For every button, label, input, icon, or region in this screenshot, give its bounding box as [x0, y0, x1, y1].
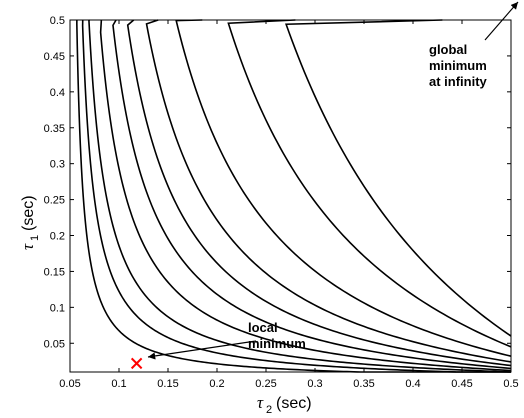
x-tick-label: 0.4 [405, 378, 420, 390]
y-axis-label-subscript: 1 [29, 235, 41, 241]
annotation-local-minimum: local minimum [248, 320, 306, 351]
annotation-arrows [147, 1, 519, 360]
x-axis-label-unit: (sec) [276, 395, 312, 412]
y-tick-label: 0.15 [44, 266, 65, 278]
contour-line [284, 19, 512, 337]
x-tick-label: 0.1 [111, 378, 126, 390]
contour-line [81, 19, 511, 373]
x-tick-label: 0.35 [353, 378, 374, 390]
x-axis-label-subscript: 2 [266, 404, 272, 416]
annotation-global-minimum: global minimum at infinity [429, 42, 488, 89]
y-tick-label: 0.05 [44, 338, 65, 350]
contour-line [76, 19, 511, 373]
x-axis-label-symbol: τ [257, 393, 264, 412]
y-tick-label: 0.25 [44, 195, 65, 207]
x-tick-label: 0.05 [59, 378, 80, 390]
y-axis-label: τ 1 (sec) [18, 195, 41, 250]
annotation-local-line-1: local [248, 320, 278, 335]
y-tick-label: 0.2 [50, 231, 65, 243]
contour-line [145, 19, 512, 363]
y-axis-label-symbol: τ [18, 243, 37, 250]
x-tick-label: 0.5 [503, 378, 518, 390]
plot-frame [69, 19, 512, 373]
local-minimum-marker [130, 357, 143, 370]
y-tick-label: 0.5 [50, 15, 65, 27]
contour-line [99, 19, 512, 372]
contour-line [88, 19, 512, 373]
contour-line [227, 19, 512, 348]
x-tick-label: 0.15 [157, 378, 178, 390]
annotation-global-line-3: at infinity [429, 74, 488, 89]
y-tick-label: 0.3 [50, 159, 65, 171]
y-tick-label: 0.45 [44, 51, 65, 63]
annotation-global-line-1: global [429, 42, 467, 57]
contour-line [112, 19, 512, 370]
annotation-local-line-2: minimum [248, 336, 306, 351]
x-axis-label: τ 2 (sec) [257, 393, 312, 416]
y-axis-label-unit: (sec) [20, 195, 37, 231]
y-tick-label: 0.1 [50, 302, 65, 314]
annotation-global-line-2: minimum [429, 58, 487, 73]
x-axis-ticks: 0.05 0.1 0.15 0.2 0.25 0.3 0.35 0.4 0.45 0.5 [59, 20, 519, 390]
arrow-local-minimum [147, 340, 257, 360]
x-tick-label: 0.25 [255, 378, 276, 390]
arrow-global-minimum [484, 1, 519, 41]
y-tick-label: 0.4 [50, 87, 65, 99]
contour-lines [76, 19, 512, 373]
x-marker-stroke [130, 357, 143, 370]
x-tick-label: 0.45 [451, 378, 472, 390]
y-tick-label: 0.35 [44, 123, 65, 135]
x-tick-label: 0.2 [209, 378, 224, 390]
y-axis-ticks: 0.05 0.1 0.15 0.2 0.25 0.3 0.35 0.4 0.45 0.5 [44, 15, 511, 350]
contour-line [126, 19, 512, 367]
x-tick-label: 0.3 [307, 378, 322, 390]
contour-line [175, 19, 512, 357]
plot-area [69, 19, 512, 373]
